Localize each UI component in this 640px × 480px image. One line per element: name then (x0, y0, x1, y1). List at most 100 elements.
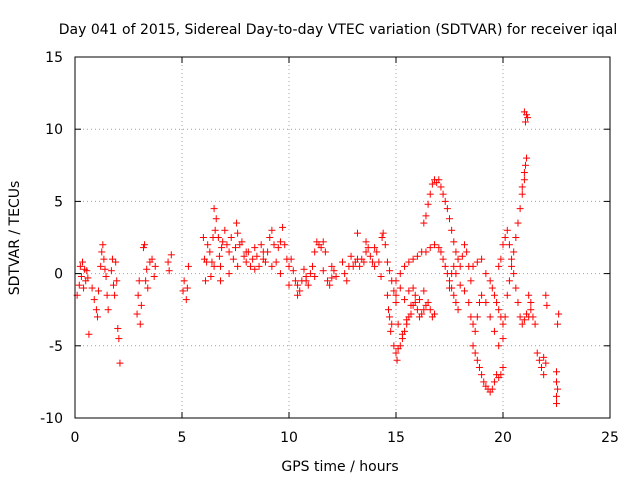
data-point (246, 262, 254, 270)
data-point (514, 219, 522, 227)
data-point (407, 310, 415, 318)
data-point (214, 234, 222, 241)
data-point (142, 277, 150, 285)
data-point (137, 301, 145, 309)
data-point (242, 258, 250, 266)
data-point (486, 277, 494, 285)
data-point (386, 267, 394, 275)
data-point (272, 258, 280, 266)
data-point (204, 241, 212, 249)
data-point (321, 248, 329, 256)
data-point (115, 335, 123, 343)
data-point (499, 335, 507, 343)
data-point (311, 272, 319, 280)
data-point (92, 306, 100, 314)
data-point (520, 169, 528, 177)
data-point (95, 287, 103, 295)
data-point (431, 241, 439, 249)
data-point (251, 265, 259, 273)
data-point (393, 356, 401, 364)
data-point (460, 287, 468, 295)
data-point (499, 363, 507, 371)
data-point (184, 262, 192, 270)
data-point (78, 258, 86, 266)
data-point (347, 252, 355, 260)
data-point (218, 244, 226, 252)
data-point (232, 244, 239, 252)
x-axis-label: GPS time / hours (281, 459, 398, 475)
data-point (482, 270, 490, 278)
data-point (495, 262, 503, 270)
data-point (446, 215, 453, 223)
data-point (102, 272, 110, 280)
data-point (80, 284, 88, 292)
data-point (76, 262, 84, 270)
data-point (448, 226, 456, 234)
data-point (249, 255, 257, 263)
data-point (179, 287, 187, 295)
data-point (375, 258, 383, 266)
data-point (219, 238, 227, 246)
data-point (533, 349, 541, 357)
data-point (387, 327, 395, 335)
data-point (319, 238, 327, 246)
data-point (490, 327, 498, 335)
data-point (553, 400, 560, 408)
data-point (285, 281, 293, 289)
data-point (270, 241, 278, 249)
data-point (473, 313, 481, 321)
data-point (463, 248, 471, 256)
data-point (392, 349, 400, 357)
data-point (435, 176, 443, 184)
y-tick-label: -10 (40, 411, 63, 427)
data-point (180, 277, 188, 285)
data-point (458, 252, 466, 260)
data-point (435, 244, 443, 252)
data-point (251, 244, 259, 252)
data-point (418, 310, 426, 318)
plot-frame (74, 56, 611, 419)
data-point (471, 327, 479, 335)
data-point (114, 324, 122, 332)
data-point (328, 274, 336, 282)
data-point (480, 378, 488, 386)
data-point (223, 241, 231, 249)
data-point (366, 252, 374, 260)
data-point (83, 267, 91, 275)
data-point (542, 291, 550, 299)
y-tick-label: 10 (45, 122, 63, 138)
data-point (285, 262, 293, 270)
x-tick-label: 10 (280, 430, 298, 446)
data-point (478, 291, 486, 299)
data-point (488, 284, 496, 292)
data-point (401, 296, 409, 304)
data-points (73, 108, 563, 408)
data-point (523, 154, 531, 162)
data-point (383, 258, 391, 266)
data-point (217, 277, 225, 285)
data-point (100, 255, 108, 263)
data-point (167, 251, 175, 259)
data-point (349, 262, 357, 270)
data-point (360, 258, 368, 266)
data-point (144, 284, 152, 292)
data-point (164, 258, 172, 266)
data-point (396, 284, 404, 292)
data-point (379, 229, 387, 237)
data-point (398, 330, 406, 338)
data-point (257, 241, 265, 249)
data-point (136, 320, 144, 328)
data-point (116, 359, 124, 367)
data-point (143, 265, 151, 273)
data-point (512, 234, 520, 241)
data-point (501, 313, 509, 321)
data-point (413, 252, 421, 260)
data-point (207, 272, 215, 280)
data-point (135, 277, 143, 285)
data-point (420, 306, 428, 314)
data-point (306, 270, 314, 278)
data-point (112, 258, 120, 266)
data-point (554, 320, 562, 328)
data-point (411, 291, 419, 299)
